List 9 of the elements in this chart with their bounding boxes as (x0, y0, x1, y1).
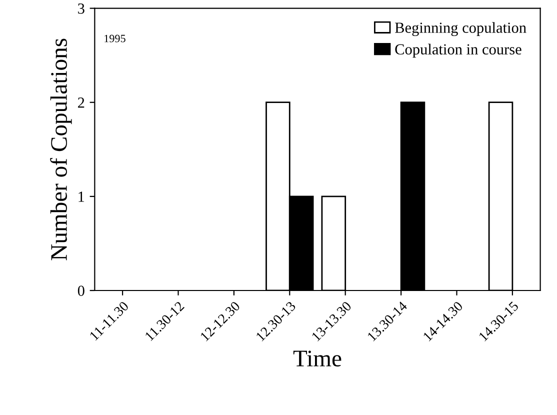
y-tick-label: 0 (78, 286, 84, 296)
y-tick-label: 2 (78, 98, 84, 108)
annotation: 1995 (104, 34, 126, 42)
y-axis-title: Number of Copulations (50, 38, 72, 260)
legend-label: Beginning copulation (395, 22, 526, 36)
y-tick-label: 3 (78, 3, 84, 14)
x-axis-title: Time (293, 350, 342, 366)
legend-label: Copulation in course (395, 44, 522, 58)
y-tick-label: 1 (78, 192, 84, 202)
